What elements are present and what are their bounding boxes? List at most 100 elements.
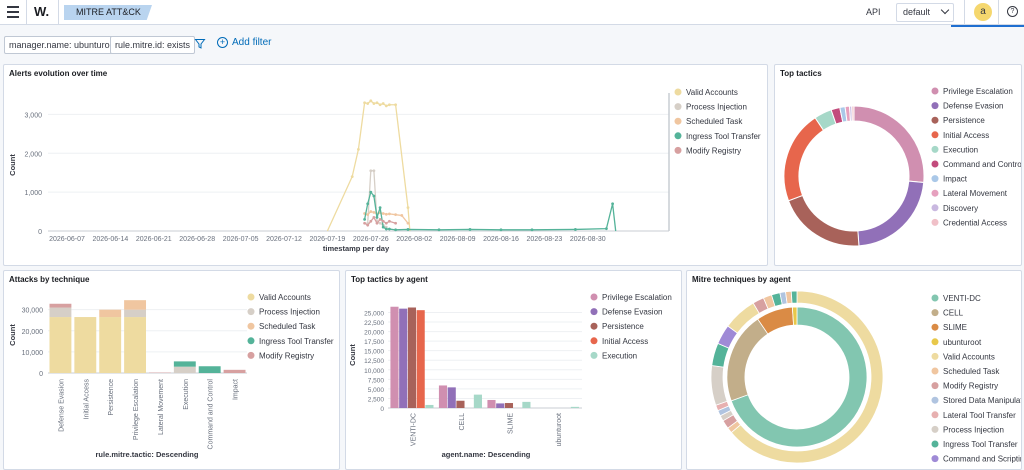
tenant-select[interactable]: default bbox=[896, 3, 954, 22]
data-point-valid-accounts bbox=[381, 102, 385, 105]
panel-top-tactics: Top tactics Privilege Escalation Defense … bbox=[774, 64, 1022, 266]
legend-swatch-stored-data-manipulat bbox=[931, 396, 939, 404]
pie-slice-persistence bbox=[787, 194, 860, 247]
bar-scheduled-task bbox=[99, 309, 122, 318]
x-tick-label: 2026-07-26 bbox=[353, 236, 389, 243]
legend-swatch-process-injection bbox=[247, 308, 255, 316]
y-tick-label: 2,500 bbox=[368, 396, 385, 403]
x-tick-label: 2026-07-12 bbox=[266, 236, 302, 243]
legend-label-scheduled-task: Scheduled Task bbox=[943, 367, 1000, 376]
legend-label-cell: CELL bbox=[943, 309, 964, 318]
y-tick-label: 15,000 bbox=[364, 349, 384, 356]
x-tick-label: 2026-08-02 bbox=[396, 236, 432, 243]
bar-privilege-escalation bbox=[438, 385, 448, 408]
legend-label-credential-access: Credential Access bbox=[943, 218, 1007, 227]
divider bbox=[998, 0, 999, 25]
data-point-modify-registry bbox=[388, 219, 391, 223]
api-link[interactable]: API bbox=[866, 7, 881, 17]
data-point-modify-registry bbox=[378, 217, 382, 221]
data-point-valid-accounts bbox=[350, 175, 354, 178]
legend-label-lateral-movement: Lateral Movement bbox=[943, 189, 1008, 198]
filter-pill-manager[interactable]: manager.name: ubunturoot bbox=[4, 36, 123, 54]
data-point-ingress-tool-transfer bbox=[406, 228, 410, 231]
bar-initial-access bbox=[416, 310, 425, 408]
data-point-modify-registry bbox=[369, 219, 373, 223]
y-tick-label: 2,000 bbox=[24, 151, 42, 158]
help-icon[interactable]: ? bbox=[1007, 6, 1018, 17]
bar-ingress-tool-transfer bbox=[198, 366, 221, 373]
data-point-ingress-tool-transfer bbox=[437, 228, 441, 232]
breadcrumb[interactable]: MITRE ATT&CK bbox=[64, 5, 152, 20]
filter-pill-mitre-id[interactable]: rule.mitre.id: exists bbox=[110, 36, 196, 54]
data-point-valid-accounts bbox=[357, 148, 360, 151]
data-point-ingress-tool-transfer bbox=[366, 202, 370, 206]
data-point-process-injection bbox=[372, 169, 376, 173]
legend-label-valid-accounts: Valid Accounts bbox=[686, 88, 738, 97]
legend-swatch-scheduled-task bbox=[674, 117, 682, 125]
y-tick-label: 17,500 bbox=[364, 339, 384, 346]
chevron-down-icon bbox=[940, 5, 950, 15]
data-point-ingress-tool-transfer bbox=[378, 206, 382, 210]
legend-swatch-modify-registry bbox=[247, 351, 255, 359]
y-tick-label: 3,000 bbox=[24, 112, 42, 119]
avatar[interactable]: a bbox=[974, 3, 992, 21]
plus-icon: + bbox=[217, 37, 228, 48]
legend-swatch-modify-registry bbox=[931, 382, 939, 390]
legend-label-modify-registry: Modify Registry bbox=[943, 382, 998, 391]
bar-process-injection bbox=[173, 366, 196, 373]
data-point-modify-registry bbox=[366, 223, 370, 227]
bar-valid-accounts bbox=[74, 317, 97, 373]
y-tick-label: 1,000 bbox=[24, 190, 42, 197]
data-point-ingress-tool-transfer bbox=[363, 217, 366, 221]
data-point-scheduled-task bbox=[369, 210, 373, 213]
legend-label-ubunturoot: ubunturoot bbox=[943, 338, 982, 347]
top-tactics-by-agent-chart: 0 2,500 5,000 7,500 10,000 12,500 15,000 17,500… bbox=[348, 293, 672, 459]
legend-swatch-slime bbox=[931, 323, 939, 331]
legend-swatch-command-and-scriptin bbox=[931, 455, 939, 463]
panel-title: Attacks by technique bbox=[9, 275, 90, 284]
data-point-scheduled-task bbox=[406, 221, 410, 225]
data-point-ingress-tool-transfer bbox=[388, 227, 391, 231]
x-tick-label: Initial Access bbox=[83, 379, 90, 420]
legend-label-ingress-tool-transfer: Ingress Tool Transfer bbox=[686, 132, 761, 141]
filter-icon[interactable] bbox=[194, 39, 206, 49]
x-tick-label: 2026-08-09 bbox=[440, 236, 476, 243]
data-point-ingress-tool-transfer bbox=[574, 228, 577, 231]
x-tick-label: Defense Evasion bbox=[58, 379, 65, 432]
legend-label-modify-registry: Modify Registry bbox=[686, 146, 741, 155]
app-logo[interactable]: W. bbox=[34, 4, 50, 19]
x-tick-label: 2026-06-14 bbox=[92, 236, 128, 243]
bar-defense-evasion bbox=[399, 308, 408, 408]
y-axis-title: Count bbox=[8, 154, 17, 176]
panel-alerts-evolution: Alerts evolution over time 0 1,000 2,000 3,… bbox=[3, 64, 768, 266]
bar-persistence bbox=[456, 400, 465, 408]
data-point-valid-accounts bbox=[388, 103, 391, 107]
pie-slice-credential-access bbox=[851, 105, 855, 122]
legend-label-persistence: Persistence bbox=[602, 322, 644, 331]
data-point-modify-registry bbox=[375, 221, 379, 225]
legend-swatch-ingress-tool-transfer bbox=[247, 337, 255, 345]
x-tick-label: 2026-06-21 bbox=[136, 236, 172, 243]
legend-swatch-privilege-escalation bbox=[590, 293, 598, 301]
bar-process-injection bbox=[124, 309, 147, 318]
legend-swatch-impact bbox=[931, 175, 939, 183]
data-point-modify-registry bbox=[384, 221, 388, 225]
pie-slice-privilege-escalation bbox=[853, 105, 925, 184]
data-point-modify-registry bbox=[372, 216, 376, 219]
y-tick-label: 20,000 bbox=[22, 329, 44, 336]
data-point-ingress-tool-transfer bbox=[375, 216, 379, 219]
legend-swatch-lateral-movement bbox=[931, 189, 939, 197]
legend-swatch-ingress-tool-transfer bbox=[931, 440, 939, 448]
panel-title: Top tactics by agent bbox=[351, 275, 428, 284]
y-axis-title: Count bbox=[348, 344, 357, 366]
add-filter-button[interactable]: + Add filter bbox=[217, 37, 271, 48]
series-line-ingress-tool-transfer bbox=[363, 190, 617, 232]
legend-swatch-valid-accounts bbox=[674, 88, 682, 96]
legend-label-initial-access: Initial Access bbox=[943, 131, 989, 140]
menu-icon[interactable] bbox=[7, 6, 19, 18]
y-tick-label: 5,000 bbox=[368, 387, 385, 394]
add-filter-label: Add filter bbox=[232, 37, 272, 48]
panel-mitre-techniques-by-agent: Mitre techniques by agent VENTI-DC CELL SL… bbox=[686, 270, 1022, 470]
legend-label-execution: Execution bbox=[943, 145, 978, 154]
bar-persistence bbox=[504, 403, 514, 408]
